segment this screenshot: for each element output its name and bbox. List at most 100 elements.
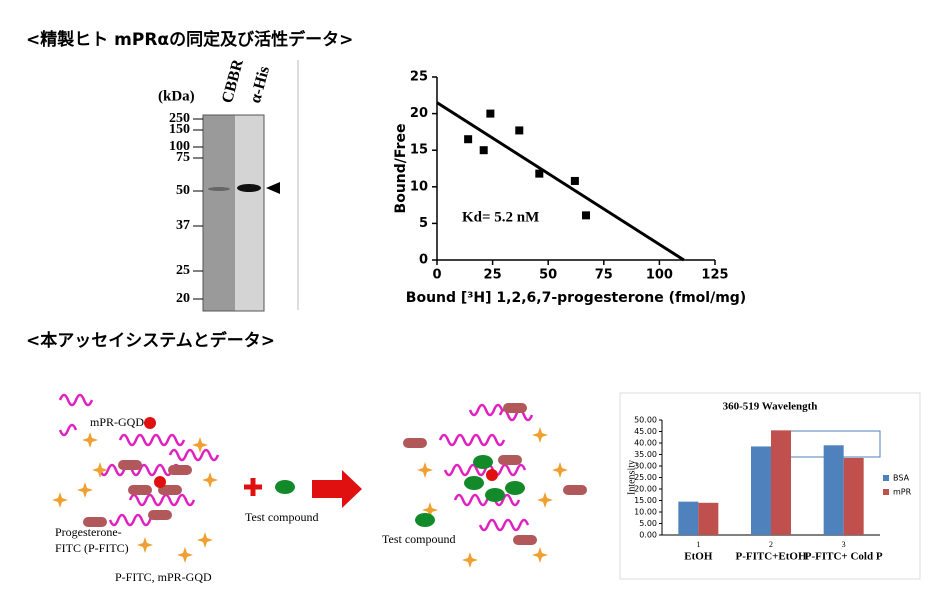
x-tick-label: 25 — [484, 268, 502, 283]
bar — [698, 502, 719, 535]
test-compound — [505, 481, 525, 495]
quantum-dot — [197, 532, 213, 548]
bar — [843, 457, 864, 535]
test-compound — [473, 455, 493, 469]
y-tick-label: 15 — [410, 143, 428, 158]
progesterone-fitc — [498, 455, 522, 465]
gel-marker: 250 — [169, 111, 190, 126]
lane-label: α-His — [247, 64, 273, 105]
progesterone-fitc — [168, 465, 192, 475]
quantum-dot — [532, 427, 548, 443]
receptor-chain — [478, 518, 530, 532]
receptor-chain — [118, 433, 186, 447]
diagram-label: Test compound — [382, 532, 455, 546]
progesterone-fitc — [403, 438, 427, 448]
legend-label: BSA — [893, 474, 910, 483]
gel-marker: 25 — [176, 263, 190, 278]
legend-swatch — [883, 489, 889, 495]
gel-marker: 150 — [169, 122, 190, 137]
quantum-dot — [537, 492, 553, 508]
receptor-chain — [438, 433, 506, 447]
y-tick-label: 45.00 — [634, 427, 657, 436]
receptor-chain — [98, 463, 182, 477]
quantum-dot — [137, 537, 153, 553]
y-tick-label: 0.00 — [639, 531, 657, 540]
y-tick-label: 5 — [419, 216, 428, 231]
bar — [751, 446, 771, 535]
category-number: 2 — [769, 540, 773, 549]
category-number: 1 — [696, 540, 700, 549]
receptor-chain — [453, 493, 521, 507]
x-tick-label: 0 — [432, 268, 441, 283]
quantum-dot — [82, 432, 98, 448]
data-point — [479, 146, 488, 155]
progesterone-fitc — [148, 510, 172, 520]
data-point — [486, 109, 495, 118]
y-tick-label: 40.00 — [634, 439, 657, 448]
progesterone-fitc — [118, 460, 142, 470]
x-tick-label: P-FITC+ Cold P — [805, 551, 883, 563]
y-tick-label: 5.00 — [639, 519, 657, 528]
receptor-chain — [128, 493, 196, 507]
diagram-label: FITC (P-FITC) — [55, 541, 129, 555]
quantum-dot — [462, 552, 478, 568]
bar — [823, 445, 844, 535]
progesterone-fitc — [83, 517, 107, 527]
gel-lane — [235, 115, 264, 311]
test-compound — [464, 476, 484, 490]
quantum-dot — [202, 472, 218, 488]
y-tick-label: 30.00 — [634, 462, 657, 471]
gel-band — [208, 187, 230, 191]
y-tick-label: 50.00 — [634, 416, 657, 425]
fluorescence-dot — [154, 476, 166, 488]
x-tick-label: P-FITC+EtOH — [735, 551, 806, 563]
progesterone-fitc — [503, 403, 527, 413]
y-tick-label: 25 — [410, 70, 428, 85]
section-heading: <精製ヒト mPRαの同定及び活性データ> — [26, 29, 353, 50]
diagram-label: P-FITC, mPR-GQD — [115, 570, 212, 584]
x-tick-label: 50 — [539, 268, 557, 283]
data-point — [582, 211, 591, 220]
gel-marker: 75 — [176, 150, 190, 165]
gel-marker: 20 — [176, 291, 190, 306]
receptor-chain — [58, 423, 78, 437]
test-compound — [275, 480, 295, 494]
legend-label: mPR — [893, 488, 912, 497]
y-axis-label: Intensity — [626, 460, 637, 495]
gel-frame — [202, 114, 265, 312]
lane-label: CBBR — [219, 57, 247, 105]
y-tick-label: 25.00 — [634, 473, 657, 482]
y-tick-label: 20.00 — [634, 485, 657, 494]
arrow — [312, 470, 362, 508]
quantum-dot — [532, 547, 548, 563]
section-heading: <本アッセイシステムとデータ> — [26, 330, 275, 351]
receptor-chain — [108, 513, 160, 527]
quantum-dot — [552, 462, 568, 478]
y-tick-label: 15.00 — [634, 496, 657, 505]
quantum-dot — [177, 547, 193, 563]
category-number: 3 — [842, 540, 846, 549]
annotation: Kd= 5.2 nM — [462, 209, 539, 225]
y-axis-label: Bound/Free — [393, 124, 409, 214]
y-tick-label: 20 — [410, 106, 428, 121]
receptor-chain — [443, 463, 527, 477]
diagram-label: mPR-GQD — [90, 415, 144, 429]
gel-unit: (kDa) — [158, 88, 195, 104]
fluorescence-dot — [144, 417, 156, 429]
quantum-dot — [422, 502, 438, 518]
progesterone-fitc — [513, 535, 537, 545]
fluorescence-dot — [486, 469, 498, 481]
test-compound — [485, 488, 505, 502]
plus-sign — [244, 478, 262, 496]
progesterone-fitc — [128, 485, 152, 495]
data-point — [535, 169, 544, 178]
legend-swatch — [883, 475, 889, 481]
gel-band — [237, 184, 261, 192]
bar — [678, 501, 699, 535]
data-point — [570, 176, 579, 185]
gel-marker: 37 — [176, 218, 190, 233]
x-tick-label: 75 — [595, 268, 613, 283]
test-compound — [415, 513, 435, 527]
